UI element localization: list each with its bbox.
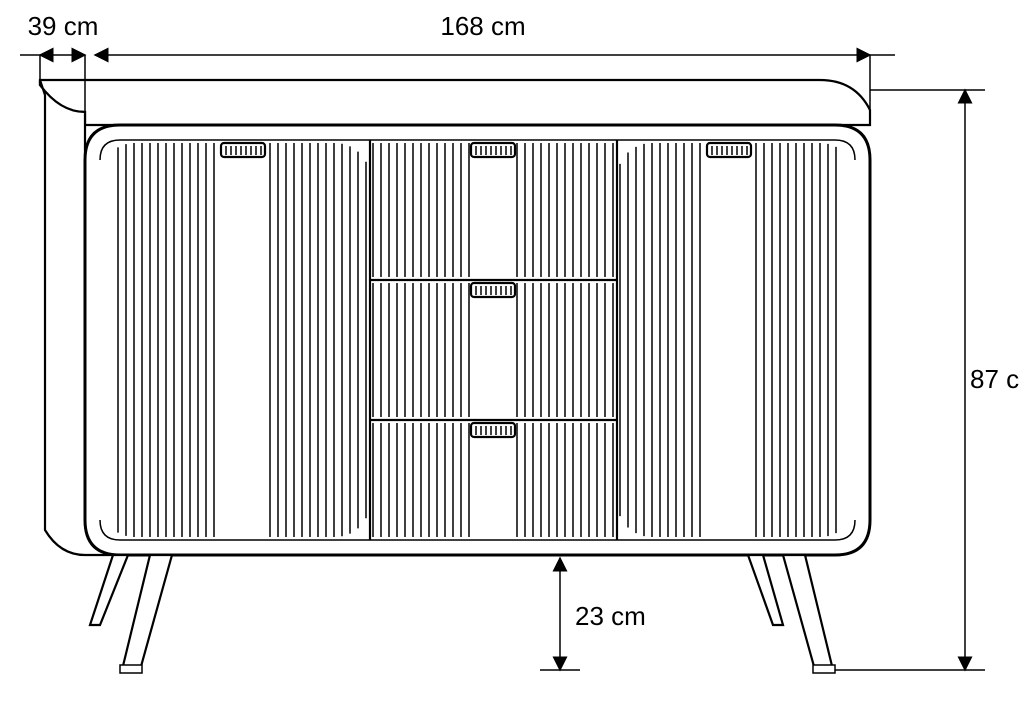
top-surface [40, 80, 870, 125]
dim-depth-label: 39 cm [28, 11, 99, 41]
cabinet [40, 80, 870, 673]
leg-front-right [783, 555, 835, 673]
handle-left-door [221, 143, 265, 157]
dim-height-label: 87 cm [970, 364, 1020, 394]
dim-leg: 23 cm [540, 558, 646, 670]
handle-right-door [707, 143, 751, 157]
handle-drawer-1 [471, 143, 515, 157]
dim-width-label: 168 cm [440, 11, 525, 41]
sideboard-diagram: 39 cm 168 cm 87 cm 23 cm [0, 0, 1020, 705]
handle-drawer-3 [471, 423, 515, 437]
dim-leg-label: 23 cm [575, 601, 646, 631]
leg-front-left [120, 555, 172, 673]
leg-back-left [90, 555, 128, 625]
front-face [85, 125, 870, 555]
handle-drawer-2 [471, 283, 515, 297]
leg-back-right [748, 555, 783, 625]
